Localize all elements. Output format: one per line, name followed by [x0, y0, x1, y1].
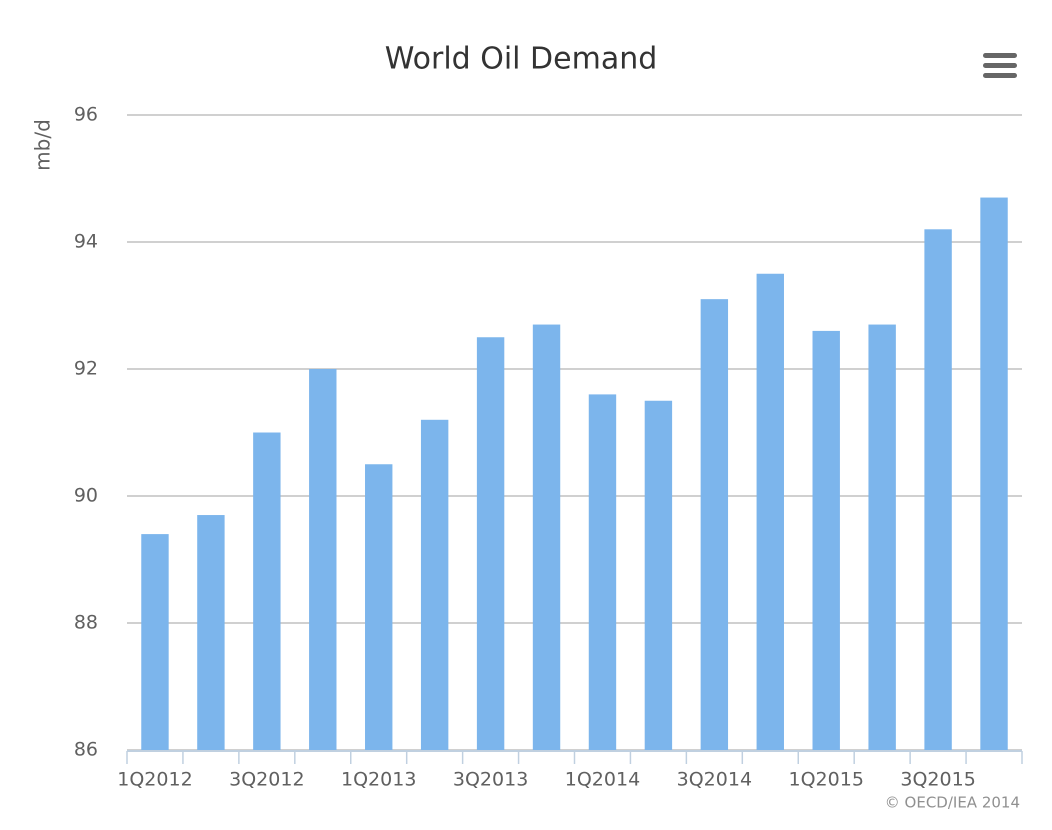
- credit: © OECD/IEA 2014: [885, 794, 1020, 812]
- y-tick-label: 96: [74, 104, 98, 126]
- bar: [588, 394, 617, 750]
- bar: [644, 400, 673, 750]
- menu-button[interactable]: [983, 53, 1017, 78]
- x-tick-label: 3Q2014: [677, 769, 752, 791]
- bar: [476, 337, 505, 750]
- y-tick-label: 90: [74, 485, 98, 507]
- x-tick-label: 1Q2013: [341, 769, 416, 791]
- y-tick-label: 94: [74, 231, 98, 253]
- menu-bar: [983, 53, 1017, 58]
- chart-title: World Oil Demand: [385, 42, 658, 77]
- x-tick-label: 1Q2015: [789, 769, 864, 791]
- bar: [420, 419, 449, 750]
- y-tick-label: 86: [74, 739, 98, 761]
- bar: [756, 273, 784, 750]
- y-tick-label: 92: [74, 358, 98, 380]
- bar: [700, 299, 729, 750]
- bar: [365, 464, 393, 750]
- x-tick-label: 1Q2012: [117, 769, 192, 791]
- bar: [197, 515, 225, 750]
- x-tick-label: 3Q2015: [900, 769, 975, 791]
- bar: [309, 369, 337, 750]
- bar: [868, 324, 896, 750]
- x-tick-label: 3Q2013: [453, 769, 528, 791]
- bar: [532, 324, 561, 750]
- x-tick-label: 3Q2012: [229, 769, 304, 791]
- menu-bar: [983, 63, 1017, 68]
- y-tick-label: 88: [74, 612, 98, 634]
- menu-bar: [983, 73, 1017, 78]
- y-axis-label: mb/d: [31, 119, 55, 171]
- bar: [924, 229, 952, 751]
- bar: [253, 432, 281, 750]
- x-tick-label: 1Q2014: [565, 769, 640, 791]
- bar: [141, 534, 169, 750]
- bar: [980, 197, 1008, 751]
- bar: [812, 330, 840, 750]
